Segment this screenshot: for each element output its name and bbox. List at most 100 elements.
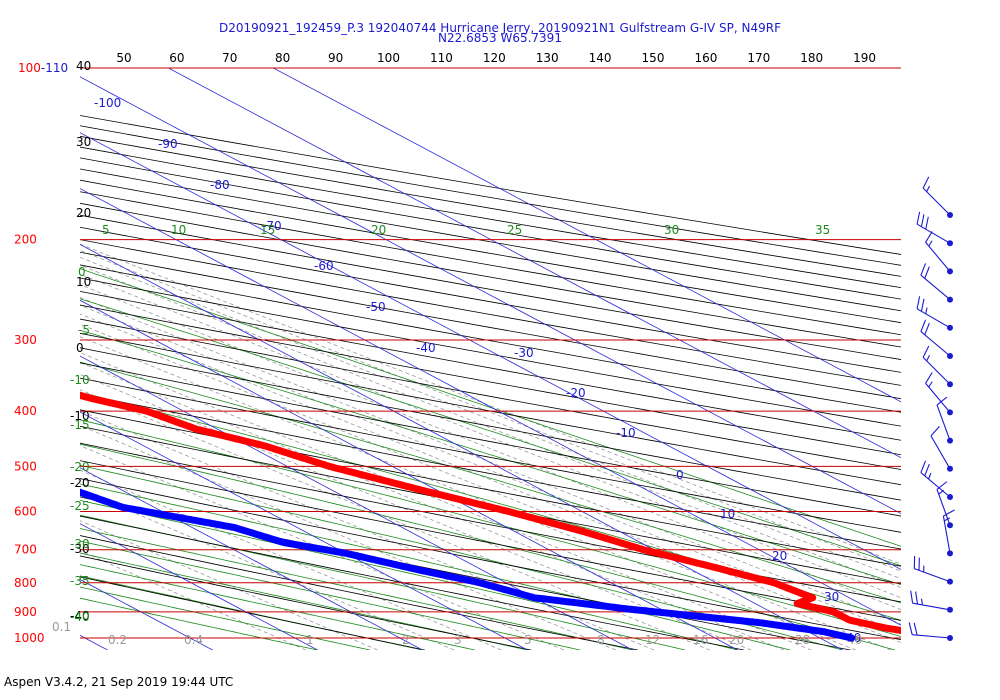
moist-adiabat-line — [80, 391, 901, 621]
dry-adiabat-line — [80, 347, 901, 501]
wind-barb — [936, 396, 953, 444]
pressure-label: 100-110 — [18, 61, 68, 75]
mixing-ratio-line — [80, 469, 502, 650]
isotherm-label: -30 — [514, 346, 534, 360]
dewpoint-point — [41, 478, 48, 485]
dry-adiabat-line — [80, 442, 901, 603]
moist-adiabat-line — [80, 564, 476, 650]
temperature-point — [67, 389, 74, 396]
wind-barb-flag — [920, 214, 925, 227]
dewpoint-point — [5, 469, 12, 476]
temperature-point — [41, 382, 48, 389]
wind-barb-halfflag — [938, 489, 945, 495]
temperature-point — [32, 380, 39, 387]
dry-adiabat-line — [80, 125, 901, 266]
moist-adiabat-line — [80, 514, 686, 650]
moist-adiabat-left-label: -35 — [70, 574, 90, 588]
dry-adiabats — [80, 115, 901, 650]
wind-barb-staff — [916, 223, 951, 244]
temperature-point — [53, 385, 60, 392]
dewpoint-point — [29, 475, 36, 482]
wind-barb-flag — [916, 211, 921, 225]
top-axis-label: 70 — [222, 51, 237, 65]
wind-barb-staff — [922, 356, 951, 385]
temperature-point — [903, 628, 910, 635]
pressure-label: 600 — [14, 505, 37, 519]
mixing-ratio-line — [80, 243, 901, 565]
isotherm-line — [80, 299, 738, 650]
dewpoint-point — [31, 476, 38, 483]
top-axis-label: 50 — [116, 51, 131, 65]
mixing-ratio-line — [80, 323, 892, 650]
dewpoint-point — [1, 468, 8, 475]
moist-adiabat-top-label: 10 — [171, 223, 186, 237]
left-height-label: 30 — [76, 135, 91, 149]
moist-adiabat-top-label: 35 — [815, 223, 830, 237]
temperature-point — [8, 373, 15, 380]
dry-adiabat-line — [80, 478, 901, 641]
wind-barb-halfflag — [920, 598, 923, 606]
top-axis-label: 60 — [169, 51, 184, 65]
wind-barb-halfflag — [928, 381, 933, 388]
mixing-ratio-label: 12 — [645, 633, 660, 647]
top-axis-label: 180 — [800, 51, 823, 65]
moist-adiabat-top-label: 25 — [507, 223, 522, 237]
moist-adiabat-left-label: 0 — [78, 265, 86, 279]
top-axis-label: 170 — [747, 51, 770, 65]
dry-adiabat-line — [80, 251, 901, 400]
mixing-ratio-label: 0.4 — [184, 633, 203, 647]
mixing-ratio-line — [80, 488, 455, 650]
dewpoint-point — [55, 481, 62, 488]
mixing-ratio-label: 2 — [402, 633, 410, 647]
isotherm-line — [272, 68, 901, 403]
isotherm-label: -60 — [314, 259, 334, 273]
mixing-ratio-line — [80, 256, 901, 580]
temperature-point — [50, 385, 57, 392]
dry-adiabat-line — [80, 576, 426, 650]
wind-barb-staff — [912, 634, 951, 639]
isotherm-label: -10 — [616, 426, 636, 440]
temperature-point — [39, 382, 46, 389]
isotherm-label: -50 — [366, 300, 386, 314]
isotherm-label: -20 — [566, 386, 586, 400]
pressure-label: 900 — [14, 605, 37, 619]
temperature-point — [36, 381, 43, 388]
dry-adiabat-line — [80, 135, 901, 277]
mixing-ratio-label: 1 — [306, 633, 314, 647]
isotherm-line — [80, 523, 318, 650]
moist-adiabat-line — [80, 499, 738, 650]
dry-adiabat-line — [80, 191, 901, 336]
dry-adiabat-line — [80, 318, 901, 470]
mixing-ratio-lines — [80, 243, 901, 650]
wind-barb-halfflag — [926, 185, 930, 192]
dry-adiabat-line — [80, 239, 901, 386]
isotherm-label: -100 — [94, 96, 121, 110]
mixing-ratio-line — [80, 424, 617, 650]
moist-adiabat-left-label: -15 — [70, 418, 90, 432]
wind-barb-flag — [924, 322, 930, 335]
top-axis-label: 90 — [328, 51, 343, 65]
wind-barb-flag — [924, 266, 930, 279]
isotherm-label: 20 — [772, 549, 787, 563]
top-axis-label: 100 — [377, 51, 400, 65]
pressure-label: 1000 — [14, 631, 45, 645]
moist-adiabat-line — [80, 419, 901, 638]
isotherm-label: -90 — [158, 137, 178, 151]
dewpoint-point — [0, 466, 1, 473]
temperature-point — [0, 370, 1, 377]
mixing-ratio-label: 3 — [454, 633, 462, 647]
dewpoint-point — [27, 474, 34, 481]
dewpoint-point — [22, 473, 29, 480]
wind-barb — [920, 263, 953, 303]
moist-adiabat-line — [80, 552, 528, 650]
moist-adiabat-top-label: 20 — [371, 223, 386, 237]
temperature-point — [900, 630, 901, 632]
isotherm-line — [167, 68, 901, 459]
wind-barb-flag — [925, 372, 933, 384]
footer-version: Aspen V3.4.2, 21 Sep 2019 19:44 UTC — [4, 675, 234, 689]
wind-barb-staff — [920, 472, 951, 498]
dewpoint-point — [59, 483, 66, 490]
dry-adiabat-line — [80, 157, 901, 300]
dry-adiabat-line — [80, 277, 901, 427]
